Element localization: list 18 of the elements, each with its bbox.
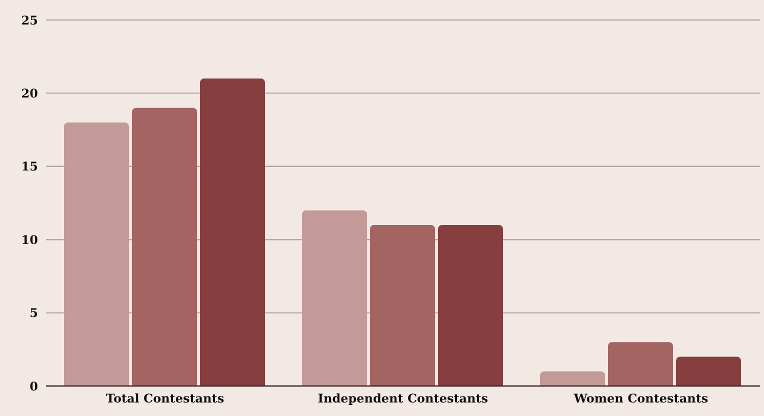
bar — [676, 356, 741, 386]
bar — [540, 371, 605, 386]
bar — [64, 122, 129, 386]
bar — [608, 342, 673, 386]
y-tick-label: 25 — [21, 13, 38, 28]
y-tick-label: 20 — [21, 86, 38, 100]
bar — [438, 224, 503, 386]
x-tick-label: Total Contestants — [106, 392, 224, 406]
y-tick-label: 0 — [30, 379, 38, 394]
y-tick-label: 10 — [21, 232, 38, 247]
x-tick-label: Women Contestants — [572, 392, 708, 406]
bar — [370, 224, 435, 386]
bar — [302, 210, 367, 386]
bar — [200, 78, 265, 386]
bar — [132, 108, 197, 386]
y-tick-label: 5 — [30, 306, 38, 320]
y-tick-label: 15 — [21, 160, 38, 174]
x-tick-label: Independent Contestants — [318, 392, 488, 406]
